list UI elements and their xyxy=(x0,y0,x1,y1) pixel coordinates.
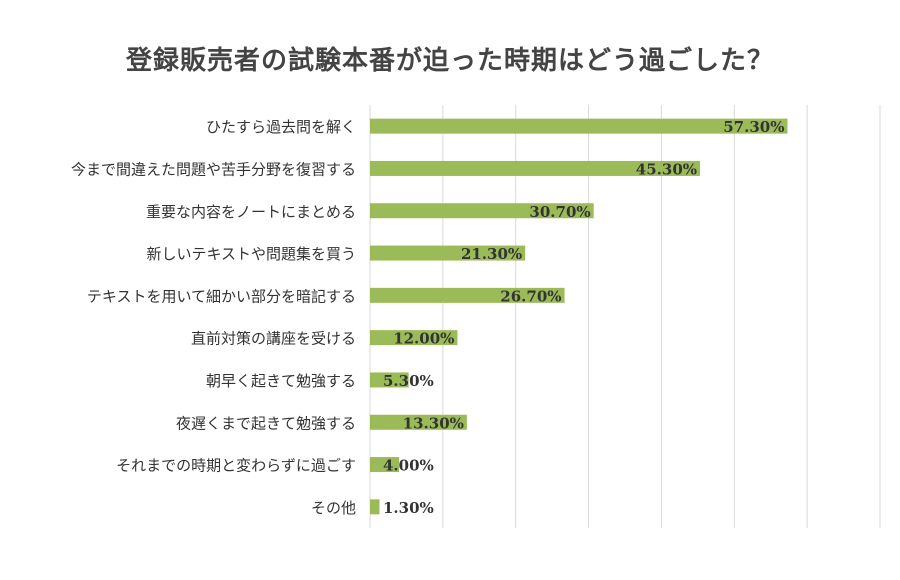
data-label: 12.00% xyxy=(393,330,454,348)
category-label: それまでの時期と変わらずに過ごす xyxy=(116,457,356,475)
data-label: 57.30% xyxy=(723,118,784,136)
category-label: 夜遅くまで起きて勉強する xyxy=(176,414,356,432)
bar xyxy=(370,203,594,219)
category-label: その他 xyxy=(311,499,356,517)
category-label: テキストを用いて細かい部分を暗記する xyxy=(87,287,356,305)
data-label: 26.70% xyxy=(500,287,561,305)
bar xyxy=(370,372,409,388)
bar xyxy=(370,160,701,176)
data-label: 21.30% xyxy=(461,245,522,263)
bar xyxy=(370,118,788,134)
data-labels: 57.30% 45.30% 30.70% 21.30% 26.70% 12.00% 5.30… xyxy=(383,118,784,517)
category-label: 直前対策の講座を受ける xyxy=(191,330,356,348)
bars xyxy=(370,118,788,515)
data-label: 4.00% xyxy=(383,457,434,475)
bar xyxy=(370,245,526,261)
chart-title: 登録販売者の試験本番が迫った時期はどう過ごした？ xyxy=(125,46,774,76)
category-label: 新しいテキストや問題集を買う xyxy=(146,245,356,263)
category-label: ひたすら過去問を解く xyxy=(206,118,356,136)
data-label: 30.70% xyxy=(529,203,590,221)
bar xyxy=(370,330,458,346)
category-label: 重要な内容をノートにまとめる xyxy=(146,203,356,221)
data-label: 1.30% xyxy=(383,499,434,517)
bar xyxy=(370,499,380,515)
bar xyxy=(370,457,400,473)
category-labels: ひたすら過去問を解く今まで間違えた問題や苦手分野を復習する重要な内容をノートにま… xyxy=(71,118,356,517)
data-label: 13.30% xyxy=(403,414,464,432)
category-label: 朝早く起きて勉強する xyxy=(206,372,356,390)
bar xyxy=(370,287,565,303)
data-label: 45.30% xyxy=(636,160,697,178)
category-label: 今まで間違えた問題や苦手分野を復習する xyxy=(71,160,356,178)
data-label: 5.30% xyxy=(383,372,434,390)
bar xyxy=(370,414,467,430)
